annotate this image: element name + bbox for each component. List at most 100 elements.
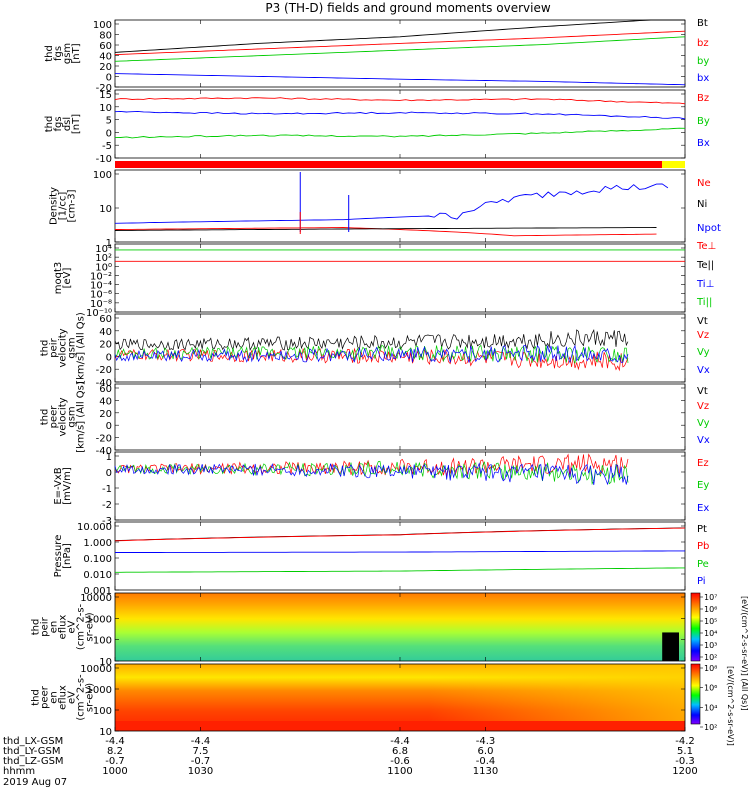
y-axis-label-line: [mV/m] bbox=[62, 467, 73, 505]
state-bar-yellow bbox=[662, 161, 685, 168]
x-axis-value: -0.3 bbox=[675, 756, 695, 767]
colorbar-tick-label: 10⁴ bbox=[704, 629, 717, 638]
y-tick-label: -3 bbox=[102, 516, 112, 527]
y-tick-label: 10⁻⁴ bbox=[90, 281, 112, 292]
panel-frame bbox=[114, 243, 686, 313]
y-axis-label-line: thd bbox=[44, 45, 55, 62]
y-tick-label: 10⁻⁶ bbox=[90, 290, 112, 301]
y-axis-label-line: peir bbox=[40, 616, 51, 636]
y-axis-label-line: velocity bbox=[58, 397, 69, 436]
legend-pi: Pi bbox=[697, 576, 706, 587]
y-axis-label-line: (cm^2-s- bbox=[76, 603, 87, 650]
y-axis-label-line: [eV] bbox=[62, 268, 73, 289]
y-tick-label: 10⁻⁸ bbox=[90, 299, 112, 310]
y-axis-label-line: [cm-3] bbox=[67, 189, 78, 222]
y-tick-label: 10⁻¹⁰ bbox=[86, 308, 112, 319]
y-tick-label: 100 bbox=[93, 170, 112, 181]
legend-ex: Ex bbox=[697, 503, 709, 514]
series-line-pe bbox=[115, 567, 685, 573]
y-tick-label: 80 bbox=[99, 31, 112, 42]
x-axis-value: 1000 bbox=[102, 766, 127, 777]
x-axis-info: thd_LX-GSM thd_LY-GSM thd_LZ-GSM hhmm 20… bbox=[3, 736, 698, 788]
x-axis-value: 1130 bbox=[473, 766, 498, 777]
series-line-vz bbox=[114, 347, 629, 372]
spectrogram-electron-low-energy bbox=[115, 721, 685, 731]
legend-bx: bx bbox=[697, 73, 709, 84]
panel-frame bbox=[114, 313, 686, 383]
series-line-ni bbox=[114, 227, 657, 231]
y-tick-label: 0 bbox=[106, 352, 112, 363]
y-tick-label: 60 bbox=[99, 384, 112, 395]
y-tick-label: 10 bbox=[99, 657, 112, 668]
y-axis-label: thdfgsdsl[nT] bbox=[44, 114, 82, 134]
panel-9: 10000100010010thdpeerenefluxeV(cm^2-s-sr… bbox=[31, 663, 686, 738]
legend-ey: Ey bbox=[697, 480, 709, 491]
y-axis-label-line: thd bbox=[40, 409, 51, 426]
y-axis-label: moqt3[eV] bbox=[53, 262, 73, 295]
series-line-npot bbox=[114, 183, 669, 224]
legend-vx: Vx bbox=[697, 435, 710, 446]
x-axis-value: 6.0 bbox=[478, 746, 494, 757]
x-axis-value: 5.1 bbox=[677, 746, 693, 757]
colorbar-title-electron: [eV/(cm^2-s-sr-eV)] bbox=[726, 666, 735, 746]
y-axis-label-line: [nPa] bbox=[62, 543, 73, 569]
series-line-by bbox=[114, 110, 686, 120]
legend-vz: Vz bbox=[697, 330, 709, 341]
panels: 100806040200-20thdfgsgsm[nT]Btbzbybx1510… bbox=[31, 18, 721, 738]
y-axis-label-line: eV bbox=[67, 620, 78, 633]
colorbar-electron bbox=[690, 663, 701, 725]
colorbar-tick-label: 10² bbox=[704, 653, 717, 662]
x-axis-value: 7.5 bbox=[193, 746, 209, 757]
y-axis-label-line: gsm bbox=[67, 337, 78, 358]
panel-7: 10.0001.0000.1000.0100.001Pressure[nPa]P… bbox=[53, 521, 709, 597]
y-axis-label-line: fgs bbox=[53, 46, 64, 61]
y-axis-label-line: thd bbox=[31, 689, 42, 706]
legend-ez: Ez bbox=[697, 458, 709, 469]
panel-1: 15 10 50 -5 -10 thdfgsdsl[nT] Bz By Bx bbox=[44, 89, 710, 165]
x-axis-value: -0.7 bbox=[105, 756, 125, 767]
x-axis-value: -4.2 bbox=[675, 736, 695, 747]
colorbar-tick-label: 10⁸ bbox=[704, 664, 717, 673]
series-line-bx bbox=[114, 73, 686, 86]
page-title: P3 (TH-D) fields and ground moments over… bbox=[265, 1, 550, 15]
legend-ti: Ti⊥ bbox=[696, 279, 714, 290]
y-axis-label-line: gsm bbox=[67, 406, 78, 427]
y-axis-label-line: sr-eV) bbox=[85, 612, 96, 641]
y-tick-label: 5 bbox=[106, 116, 112, 127]
y-axis-label-line: Density bbox=[49, 187, 60, 225]
legend-vx: Vx bbox=[697, 365, 710, 376]
y-axis-label-line: [nT] bbox=[71, 43, 82, 63]
y-axis-label-line: fgs bbox=[53, 116, 64, 131]
x-axis-value: -0.4 bbox=[476, 756, 496, 767]
y-axis-label-line: (cm^2-s- bbox=[76, 674, 87, 721]
panel-6: 1 0 -1 -2 -3 E=-VxB[mV/m] Ez Ey Ex bbox=[53, 451, 709, 527]
y-tick-label: 0.001 bbox=[83, 586, 112, 597]
y-tick-label: 10⁰ bbox=[95, 262, 112, 273]
y-tick-label: 40 bbox=[99, 327, 112, 338]
y-axis-label-line: thd bbox=[40, 340, 51, 357]
y-tick-label: -40 bbox=[96, 446, 112, 457]
y-tick-label: 10⁴ bbox=[95, 244, 112, 255]
xrow-label-lx: thd_LX-GSM bbox=[3, 736, 63, 747]
x-axis-value: -4.4 bbox=[390, 736, 410, 747]
y-tick-label: 15 bbox=[99, 90, 112, 101]
x-axis-value: 1200 bbox=[672, 766, 697, 777]
colorbar-tick-label: 10³ bbox=[704, 641, 717, 650]
y-tick-label: 20 bbox=[99, 409, 112, 420]
panel-4: 60 40 200 -20 -40 thdpeirvelocitygsm[km/s] (A… bbox=[40, 312, 710, 389]
y-tick-label: 60 bbox=[99, 314, 112, 325]
legend-vz: Vz bbox=[697, 401, 709, 412]
y-tick-label: 0.010 bbox=[83, 570, 112, 581]
colorbar-tick-label: 10⁴ bbox=[704, 703, 717, 712]
xrow-label-ly: thd_LY-GSM bbox=[3, 746, 60, 757]
panel-frame bbox=[114, 19, 686, 88]
x-axis-value: 6.8 bbox=[392, 746, 408, 757]
y-axis-label-line: peir bbox=[49, 337, 60, 357]
date-label: 2019 Aug 07 bbox=[3, 777, 67, 788]
y-axis-label-line: dsl bbox=[62, 117, 73, 131]
legend-vy: Vy bbox=[697, 418, 710, 429]
panel-frame bbox=[114, 383, 686, 451]
